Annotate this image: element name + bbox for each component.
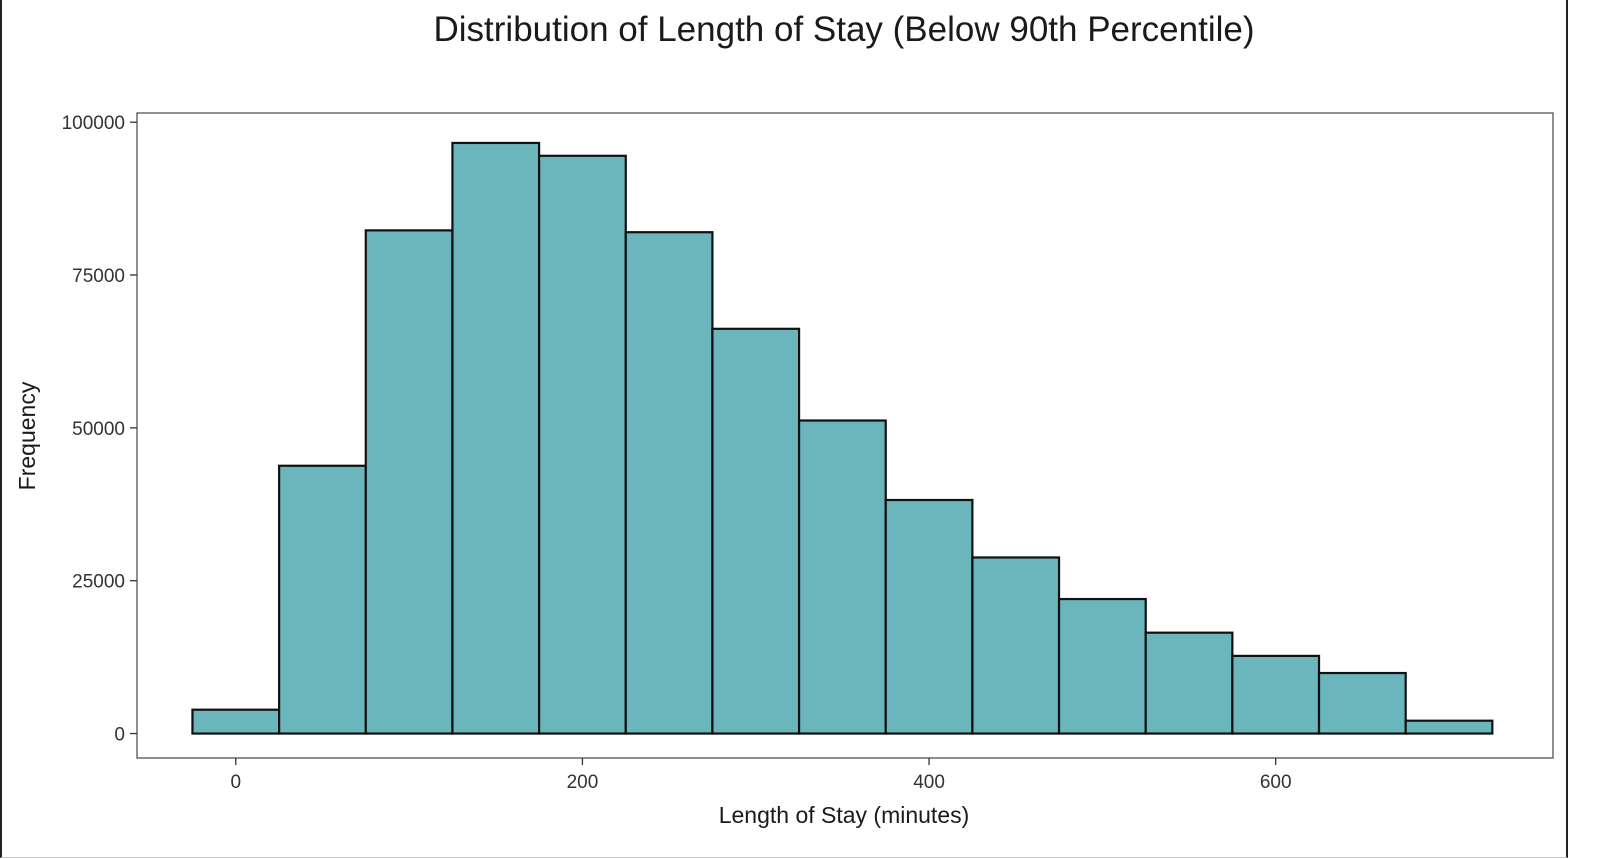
chart-title: Distribution of Length of Stay (Below 90… (434, 10, 1255, 49)
y-axis: 0 25000 50000 75000 100000 (62, 113, 137, 746)
histogram-bar (191, 708, 281, 735)
histogram-bar (364, 229, 454, 735)
histogram-bar (884, 498, 974, 735)
histogram-bar (1057, 597, 1147, 735)
chart-frame: Distribution of Length of Stay (Below 90… (0, 0, 1568, 858)
histogram-bar (971, 556, 1061, 735)
y-tick-label: 25000 (72, 572, 125, 593)
y-tick-label: 75000 (72, 266, 125, 287)
y-axis-title: Frequency (14, 381, 40, 490)
y-tick-label: 100000 (62, 113, 125, 134)
histogram-bar (1144, 631, 1234, 735)
x-axis: 0 200 400 600 (231, 758, 1292, 793)
histogram-bar (451, 141, 541, 735)
x-tick-label: 600 (1260, 772, 1292, 793)
y-tick-label: 50000 (72, 419, 125, 440)
histogram-bar (1231, 654, 1321, 735)
x-tick-label: 200 (567, 772, 599, 793)
x-axis-title: Length of Stay (minutes) (719, 802, 970, 828)
histogram-bar (711, 327, 801, 735)
x-tick-label: 0 (231, 772, 242, 793)
histogram-bar (1317, 671, 1407, 735)
x-tick-label: 400 (913, 772, 945, 793)
histogram-bar (537, 154, 627, 735)
y-tick-label: 0 (114, 725, 125, 746)
histogram-bar (797, 419, 887, 735)
histogram-bar (624, 231, 714, 735)
histogram-bars (191, 141, 1494, 735)
histogram-bar (278, 464, 367, 735)
histogram-bar (1404, 719, 1494, 735)
